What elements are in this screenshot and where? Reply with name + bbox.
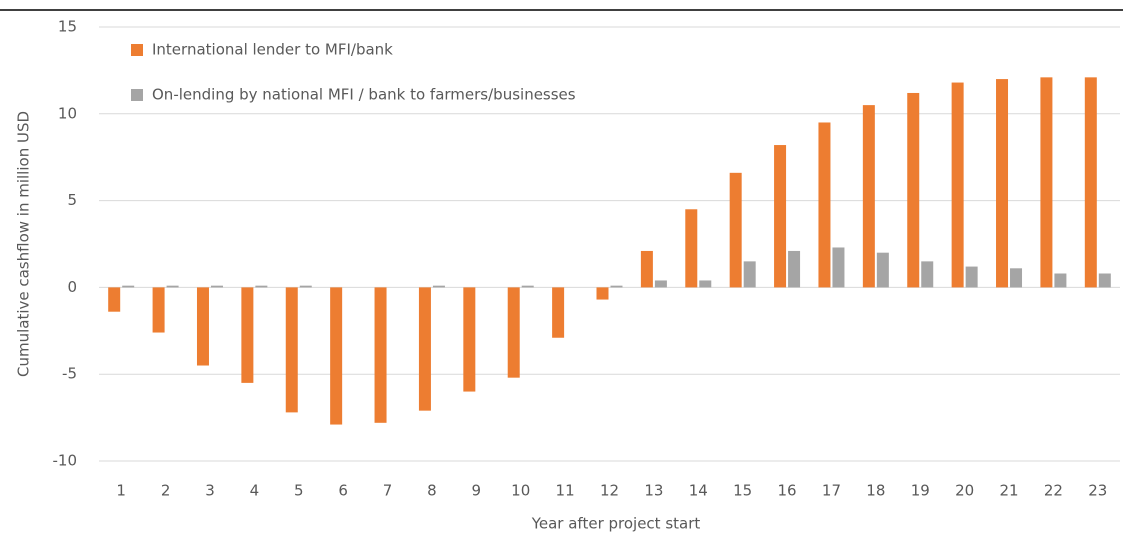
bar bbox=[285, 287, 298, 413]
bar bbox=[640, 250, 653, 288]
bar bbox=[832, 247, 845, 288]
bar bbox=[432, 285, 445, 288]
bar bbox=[596, 287, 609, 300]
x-tick-label: 9 bbox=[472, 482, 482, 500]
bar bbox=[418, 287, 431, 411]
bar bbox=[255, 285, 268, 288]
y-tick-label: -10 bbox=[53, 452, 78, 470]
bar bbox=[699, 280, 712, 288]
bar bbox=[996, 79, 1009, 288]
legend-swatch bbox=[131, 89, 143, 101]
bar bbox=[774, 145, 787, 288]
bar bbox=[552, 287, 565, 338]
x-tick-label: 10 bbox=[511, 482, 530, 500]
legend-label: International lender to MFI/bank bbox=[152, 41, 393, 59]
bar bbox=[521, 285, 534, 288]
bar bbox=[685, 209, 698, 288]
x-tick-label: 14 bbox=[689, 482, 708, 500]
x-tick-label: 12 bbox=[600, 482, 619, 500]
x-tick-label: 7 bbox=[383, 482, 393, 500]
bar bbox=[1054, 273, 1067, 288]
bar bbox=[152, 287, 165, 333]
bar bbox=[654, 280, 667, 288]
x-tick-label: 5 bbox=[294, 482, 304, 500]
bar bbox=[210, 285, 223, 288]
x-tick-label: 19 bbox=[911, 482, 930, 500]
bar bbox=[907, 92, 920, 288]
bar bbox=[507, 287, 520, 378]
bar bbox=[743, 261, 756, 288]
legend-swatch bbox=[131, 44, 143, 56]
bar bbox=[463, 287, 476, 392]
y-tick-label: 15 bbox=[58, 18, 77, 36]
x-tick-label: 1 bbox=[116, 482, 126, 500]
bar bbox=[299, 285, 312, 288]
bar bbox=[965, 266, 978, 288]
x-tick-label: 11 bbox=[556, 482, 575, 500]
bar bbox=[330, 287, 343, 425]
bar bbox=[788, 250, 801, 288]
bar bbox=[876, 252, 889, 288]
x-tick-label: 3 bbox=[205, 482, 215, 500]
x-tick-label: 15 bbox=[733, 482, 752, 500]
y-tick-label: 0 bbox=[67, 278, 77, 296]
y-axis-label: Cumulative cashflow in million USD bbox=[15, 111, 33, 377]
x-tick-label: 2 bbox=[161, 482, 171, 500]
y-tick-label: 5 bbox=[67, 191, 77, 209]
x-tick-label: 21 bbox=[999, 482, 1018, 500]
x-tick-label: 8 bbox=[427, 482, 437, 500]
x-tick-label: 17 bbox=[822, 482, 841, 500]
bar bbox=[1098, 273, 1111, 288]
bar bbox=[818, 122, 831, 288]
bar bbox=[1040, 77, 1053, 288]
bar bbox=[1084, 77, 1097, 288]
bar bbox=[921, 261, 934, 288]
bar bbox=[108, 287, 121, 312]
bar bbox=[196, 287, 209, 366]
x-tick-label: 13 bbox=[644, 482, 663, 500]
x-tick-label: 6 bbox=[338, 482, 348, 500]
bar bbox=[862, 105, 875, 288]
legend-label: On-lending by national MFI / bank to far… bbox=[152, 86, 576, 104]
y-tick-label: -5 bbox=[62, 365, 77, 383]
bar bbox=[951, 82, 964, 288]
x-tick-label: 18 bbox=[866, 482, 885, 500]
x-tick-label: 16 bbox=[778, 482, 797, 500]
x-tick-label: 23 bbox=[1088, 482, 1107, 500]
x-axis-label: Year after project start bbox=[531, 515, 701, 533]
y-tick-label: 10 bbox=[58, 104, 77, 122]
bar bbox=[122, 285, 135, 288]
bar bbox=[241, 287, 254, 383]
x-tick-label: 20 bbox=[955, 482, 974, 500]
x-tick-label: 4 bbox=[250, 482, 260, 500]
bar bbox=[610, 285, 623, 288]
bar bbox=[374, 287, 387, 423]
bar bbox=[729, 172, 742, 288]
x-tick-label: 22 bbox=[1044, 482, 1063, 500]
bar bbox=[1010, 268, 1023, 288]
bar bbox=[166, 285, 179, 288]
